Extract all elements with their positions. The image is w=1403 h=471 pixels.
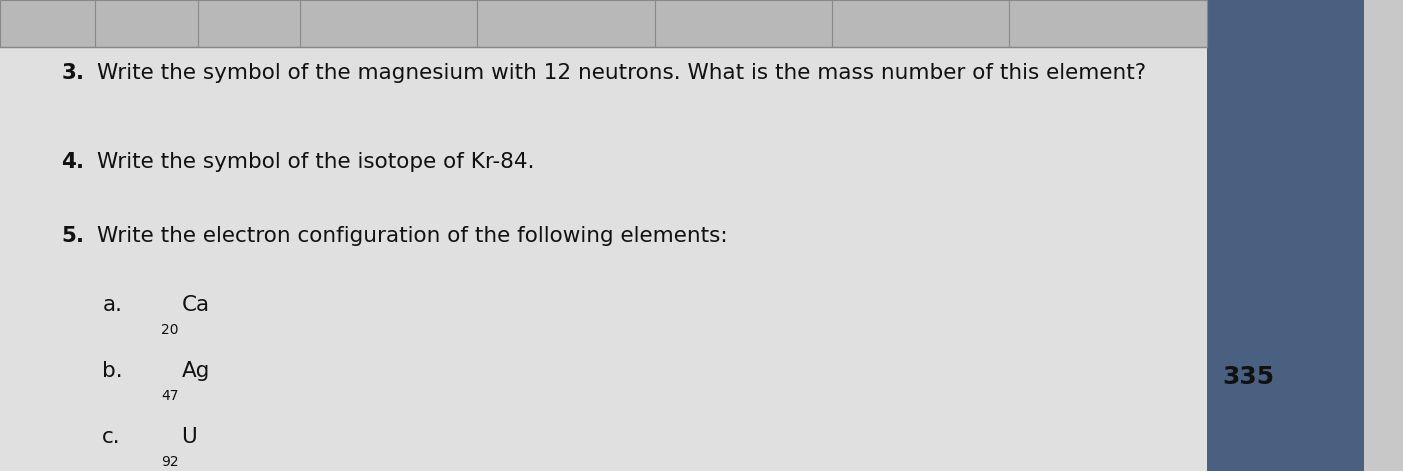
Text: 47: 47 [161,390,178,403]
Text: 92: 92 [161,455,178,469]
Text: Write the symbol of the isotope of Kr-84.: Write the symbol of the isotope of Kr-84… [97,153,535,172]
Text: Write the symbol of the magnesium with 12 neutrons. What is the mass number of t: Write the symbol of the magnesium with 1… [97,63,1146,83]
Text: Ag: Ag [181,361,210,381]
Text: 335: 335 [1222,365,1274,389]
Text: U: U [181,427,198,447]
Text: 5.: 5. [62,226,84,245]
FancyBboxPatch shape [0,0,1207,47]
Text: 4.: 4. [62,153,84,172]
Text: a.: a. [102,295,122,315]
FancyBboxPatch shape [0,0,1207,471]
Text: Ca: Ca [181,295,209,315]
FancyBboxPatch shape [1207,0,1364,471]
Text: b.: b. [102,361,123,381]
Text: c.: c. [102,427,121,447]
Text: 20: 20 [161,324,178,337]
Text: 3.: 3. [62,63,84,83]
Text: Write the electron configuration of the following elements:: Write the electron configuration of the … [97,226,728,245]
